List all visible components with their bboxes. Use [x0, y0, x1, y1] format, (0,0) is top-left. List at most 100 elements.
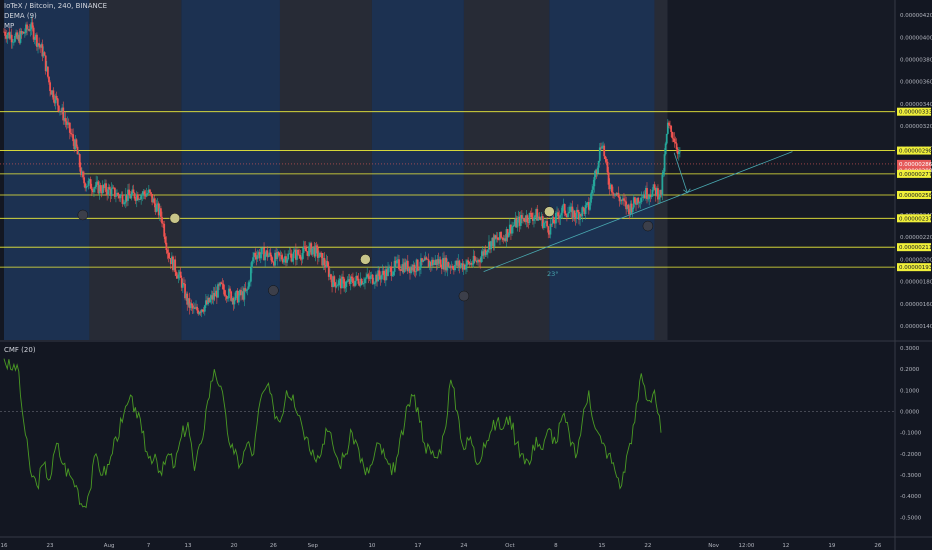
candle-body [231, 298, 234, 301]
candle-body [314, 245, 317, 257]
candle-body [655, 188, 658, 196]
candle-body [112, 187, 115, 189]
price-level-label-bg [897, 190, 931, 199]
candle-body [592, 186, 595, 190]
candle-body [39, 45, 42, 48]
candle-body [649, 195, 652, 197]
candle-body [596, 167, 599, 174]
candle-body [625, 201, 628, 210]
candle-body [4, 31, 6, 36]
candle-body [395, 260, 398, 264]
candle-body [437, 259, 440, 264]
candle-body [180, 277, 183, 288]
candle-body [302, 246, 305, 253]
candle-body [29, 29, 32, 31]
candle-body [202, 311, 205, 312]
candle-body [145, 193, 148, 197]
candle-body [70, 132, 72, 135]
candle-body [183, 283, 185, 284]
price-level-label: 0.00000211 [899, 245, 932, 251]
candle-body [471, 264, 474, 265]
candle-body [418, 267, 421, 270]
candle-body [676, 149, 679, 155]
candle-body [239, 290, 241, 296]
candle-body [411, 266, 414, 271]
candle-body [232, 298, 235, 305]
candle-body [391, 275, 394, 277]
candle-body [203, 305, 206, 312]
candle-body [500, 232, 502, 238]
candle-body [19, 31, 22, 43]
candle-body [292, 251, 295, 259]
session-band [4, 0, 90, 340]
candle-body [54, 95, 57, 104]
price-level-label-bg [897, 159, 931, 168]
candle-body [468, 261, 471, 265]
candle-body [153, 198, 156, 204]
candle-body [275, 252, 278, 260]
candle-body [365, 277, 367, 279]
candle-body [578, 211, 580, 220]
candle-body [555, 212, 557, 224]
price-tick-label: 0.00000420 [900, 13, 932, 19]
candle-body [326, 260, 329, 267]
price-level-label-bg [897, 107, 931, 116]
time-tick-label: Nov [708, 543, 719, 549]
candle-body [12, 41, 15, 43]
candle-body [482, 251, 485, 256]
time-tick-label: 16 [1, 543, 8, 549]
session-band [463, 0, 550, 340]
candle-body [147, 189, 150, 193]
candle-body [109, 189, 112, 196]
candle-body [424, 257, 427, 261]
candle-body [150, 192, 152, 194]
candle-body [215, 290, 218, 298]
mp-indicator-label[interactable]: MP [4, 22, 15, 30]
time-tick-label: 26 [874, 543, 881, 549]
candle-body [106, 191, 109, 196]
price-tick-label: 0.00000380 [900, 58, 932, 64]
candle-body [478, 259, 481, 262]
candle-body [144, 193, 147, 197]
candle-body [188, 298, 191, 308]
candle-body [644, 188, 647, 199]
candle-body [130, 193, 133, 199]
candle-body [570, 206, 573, 208]
candle-body [353, 283, 355, 286]
candle-body [542, 222, 545, 228]
candle-body [321, 252, 324, 266]
candle-body [361, 283, 364, 285]
candle-body [587, 202, 590, 210]
candle-body [454, 264, 456, 271]
candle-body [575, 209, 578, 219]
candle-body [300, 258, 303, 260]
candle-body [31, 22, 34, 28]
candle-body [11, 42, 14, 43]
candle-body [597, 160, 600, 168]
candle-body [559, 215, 562, 220]
session-band [181, 0, 280, 340]
time-tick-label: 19 [828, 543, 835, 549]
candle-body [399, 269, 402, 271]
trendline[interactable] [483, 151, 793, 272]
candle-body [66, 122, 69, 125]
dema-indicator-label[interactable]: DEMA (9) [4, 12, 37, 20]
projection-arrow[interactable] [673, 152, 688, 193]
session-band [371, 0, 464, 340]
candle-body [288, 253, 291, 255]
candle-body [547, 226, 550, 233]
candle-body [431, 259, 433, 266]
time-tick-label: 15 [598, 543, 605, 549]
time-tick-label: 10 [368, 543, 375, 549]
candle-body [661, 174, 664, 196]
candle-body [616, 192, 619, 195]
candle-body [384, 269, 387, 281]
candle-body [163, 223, 166, 237]
candle-body [536, 209, 539, 221]
candle-body [591, 189, 594, 194]
candle-body [185, 293, 188, 299]
candle-body [301, 252, 304, 260]
candle-body [675, 143, 678, 150]
candle-body [316, 247, 319, 258]
